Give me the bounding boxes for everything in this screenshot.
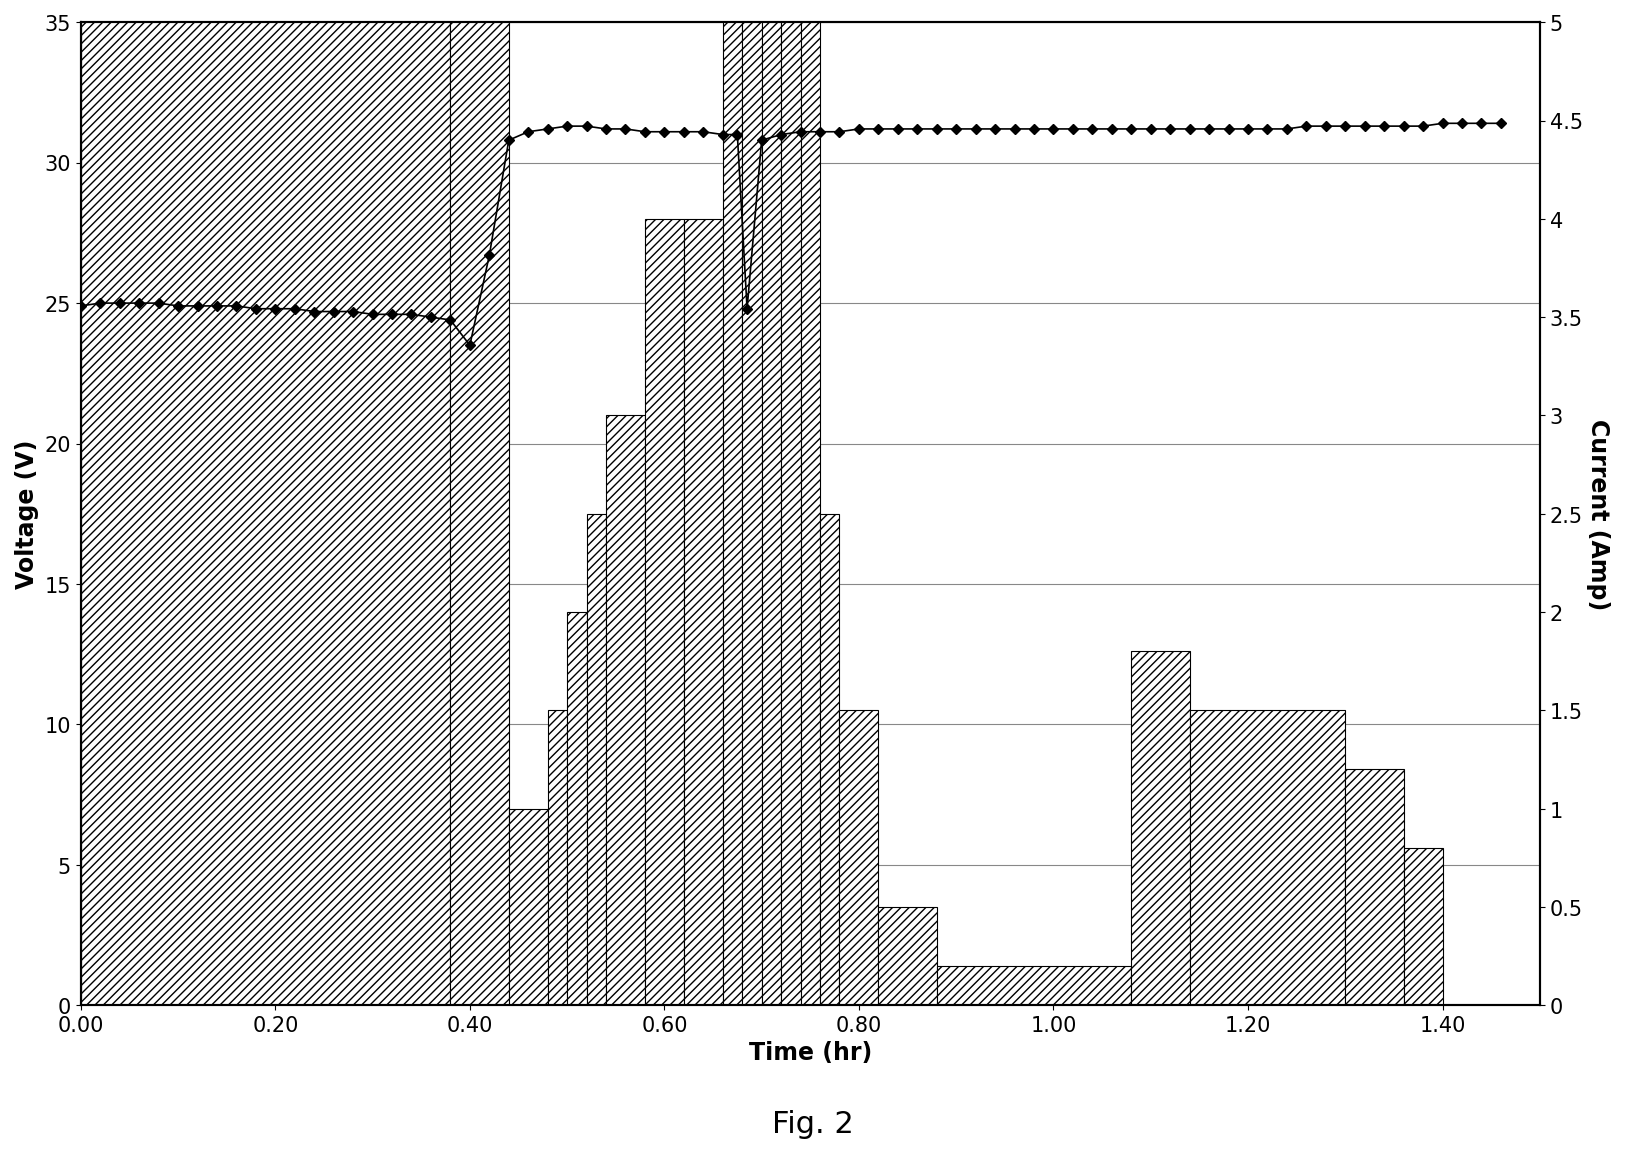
Bar xyxy=(743,0,762,1005)
Bar xyxy=(1346,770,1404,1005)
X-axis label: Time (hr): Time (hr) xyxy=(749,1040,871,1065)
Bar xyxy=(1131,651,1190,1005)
Bar xyxy=(1190,711,1346,1005)
Bar xyxy=(606,416,645,1005)
Y-axis label: Current (Amp): Current (Amp) xyxy=(1586,419,1610,610)
Bar xyxy=(723,0,743,1005)
Bar xyxy=(548,711,567,1005)
Bar xyxy=(936,966,1131,1005)
Bar xyxy=(1404,849,1441,1005)
Bar xyxy=(567,613,587,1005)
Text: Fig. 2: Fig. 2 xyxy=(772,1109,853,1138)
Bar xyxy=(878,907,936,1005)
Bar xyxy=(801,0,819,1005)
Bar xyxy=(782,0,801,1005)
Y-axis label: Voltage (V): Voltage (V) xyxy=(15,440,39,589)
Bar xyxy=(838,711,878,1005)
Bar xyxy=(645,219,684,1005)
Bar xyxy=(684,219,723,1005)
Bar xyxy=(81,0,450,1005)
Bar xyxy=(587,514,606,1005)
Bar xyxy=(762,0,782,1005)
Bar xyxy=(509,809,548,1005)
Bar xyxy=(819,514,838,1005)
Bar xyxy=(450,0,509,1005)
